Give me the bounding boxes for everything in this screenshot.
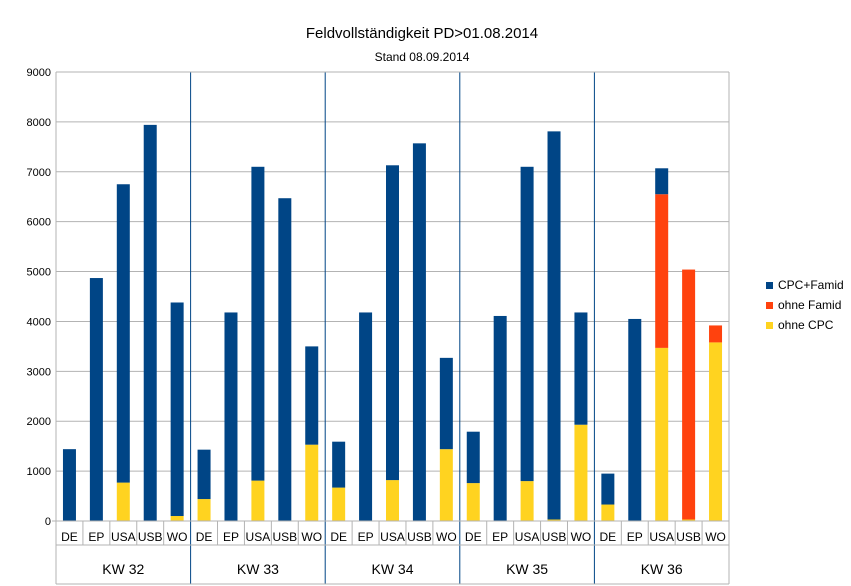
chart-title: Feldvollständigkeit PD>01.08.2014 xyxy=(306,25,538,42)
x-category-label: DE xyxy=(600,530,617,544)
x-category-label: USA xyxy=(515,530,540,544)
bar-segment xyxy=(493,315,507,521)
x-category-label: WO xyxy=(705,530,726,544)
x-category-label: DE xyxy=(330,530,347,544)
x-category-label: EP xyxy=(627,530,643,544)
legend-label: CPC+Famid xyxy=(778,278,844,292)
x-category-label: WO xyxy=(301,530,322,544)
bar-segment xyxy=(601,504,615,521)
bar-segment xyxy=(116,482,130,521)
bar-segment xyxy=(251,480,265,521)
bar-segment xyxy=(547,131,561,520)
y-tick-label: 5000 xyxy=(27,267,51,279)
bar-segment xyxy=(224,312,238,521)
x-category-label: USB xyxy=(407,530,432,544)
x-category-label: DE xyxy=(465,530,482,544)
bar-segment xyxy=(628,318,642,521)
legend-label: ohne CPC xyxy=(778,318,834,332)
x-category-label: EP xyxy=(223,530,239,544)
x-category-label: EP xyxy=(492,530,508,544)
x-group-label: KW 34 xyxy=(371,561,413,577)
bar-segment xyxy=(197,499,211,521)
x-category-label: WO xyxy=(167,530,188,544)
bar-segment xyxy=(439,357,453,450)
bar-segment xyxy=(89,278,103,521)
x-group-label: KW 35 xyxy=(506,561,548,577)
bar-segment xyxy=(520,481,534,521)
x-category-label: EP xyxy=(358,530,374,544)
bar-segment xyxy=(62,449,76,521)
bar-segment xyxy=(332,487,346,521)
bar-segment xyxy=(305,444,319,521)
bar-segment xyxy=(116,184,130,483)
x-category-label: USA xyxy=(649,530,674,544)
x-category-label: USA xyxy=(111,530,136,544)
bar-segment xyxy=(574,424,588,521)
bar-segment xyxy=(439,449,453,521)
bar-segment xyxy=(305,346,319,445)
x-group-label: KW 36 xyxy=(641,561,683,577)
y-tick-label: 2000 xyxy=(27,416,51,428)
bar-segment xyxy=(466,431,480,484)
bar-segment xyxy=(143,124,157,521)
y-tick-label: 7000 xyxy=(27,167,51,179)
bars xyxy=(62,124,723,521)
bar-segment xyxy=(574,312,588,425)
axis-labels: 0 1000 2000 3000 4000 5000 6000 7000 8000 9000 DE E… xyxy=(27,67,726,577)
bar-segment xyxy=(278,198,292,521)
y-tick-label: 0 xyxy=(45,516,51,528)
bar-segment xyxy=(655,168,669,195)
bar-segment xyxy=(547,519,561,521)
x-category-label: WO xyxy=(436,530,457,544)
y-tick-label: 6000 xyxy=(27,217,51,229)
bar-segment xyxy=(359,312,373,521)
y-tick-label: 4000 xyxy=(27,316,51,328)
x-category-label: DE xyxy=(196,530,213,544)
bar-segment xyxy=(655,347,669,521)
bar-segment xyxy=(386,165,399,481)
x-category-label: USB xyxy=(676,530,701,544)
bar-segment xyxy=(655,194,669,348)
y-tick-label: 9000 xyxy=(27,67,51,79)
x-category-label: DE xyxy=(61,530,78,544)
x-category-label: USA xyxy=(380,530,405,544)
x-group-label: KW 32 xyxy=(102,561,144,577)
bar-segment xyxy=(332,441,346,488)
bar-segment xyxy=(520,166,534,482)
x-category-label: USB xyxy=(542,530,567,544)
x-category-label: EP xyxy=(88,530,104,544)
legend-swatch xyxy=(766,302,773,309)
bar-segment xyxy=(709,342,723,521)
legend-swatch xyxy=(766,322,773,329)
bar-segment xyxy=(466,483,480,521)
x-category-label: USA xyxy=(246,530,271,544)
chart-subtitle: Stand 08.09.2014 xyxy=(375,50,470,64)
bar-segment xyxy=(709,325,723,343)
bar-segment xyxy=(197,449,211,500)
bar-segment xyxy=(412,143,426,521)
bar-segment xyxy=(170,302,184,517)
x-category-label: USB xyxy=(272,530,297,544)
bar-segment xyxy=(386,480,399,521)
legend-label: ohne Famid xyxy=(778,298,841,312)
y-tick-label: 1000 xyxy=(27,466,51,478)
legend: CPC+Famid ohne Famid ohne CPC xyxy=(766,278,844,332)
bar-segment xyxy=(682,519,696,521)
y-tick-label: 8000 xyxy=(27,117,51,129)
y-tick-label: 3000 xyxy=(27,366,51,378)
legend-swatch xyxy=(766,282,773,289)
x-category-label: USB xyxy=(138,530,163,544)
x-group-label: KW 33 xyxy=(237,561,279,577)
x-category-label: WO xyxy=(571,530,592,544)
bar-segment xyxy=(682,269,696,520)
bar-segment xyxy=(601,473,615,505)
bar-segment xyxy=(251,166,265,481)
bar-segment xyxy=(170,516,184,521)
axes xyxy=(52,71,730,585)
